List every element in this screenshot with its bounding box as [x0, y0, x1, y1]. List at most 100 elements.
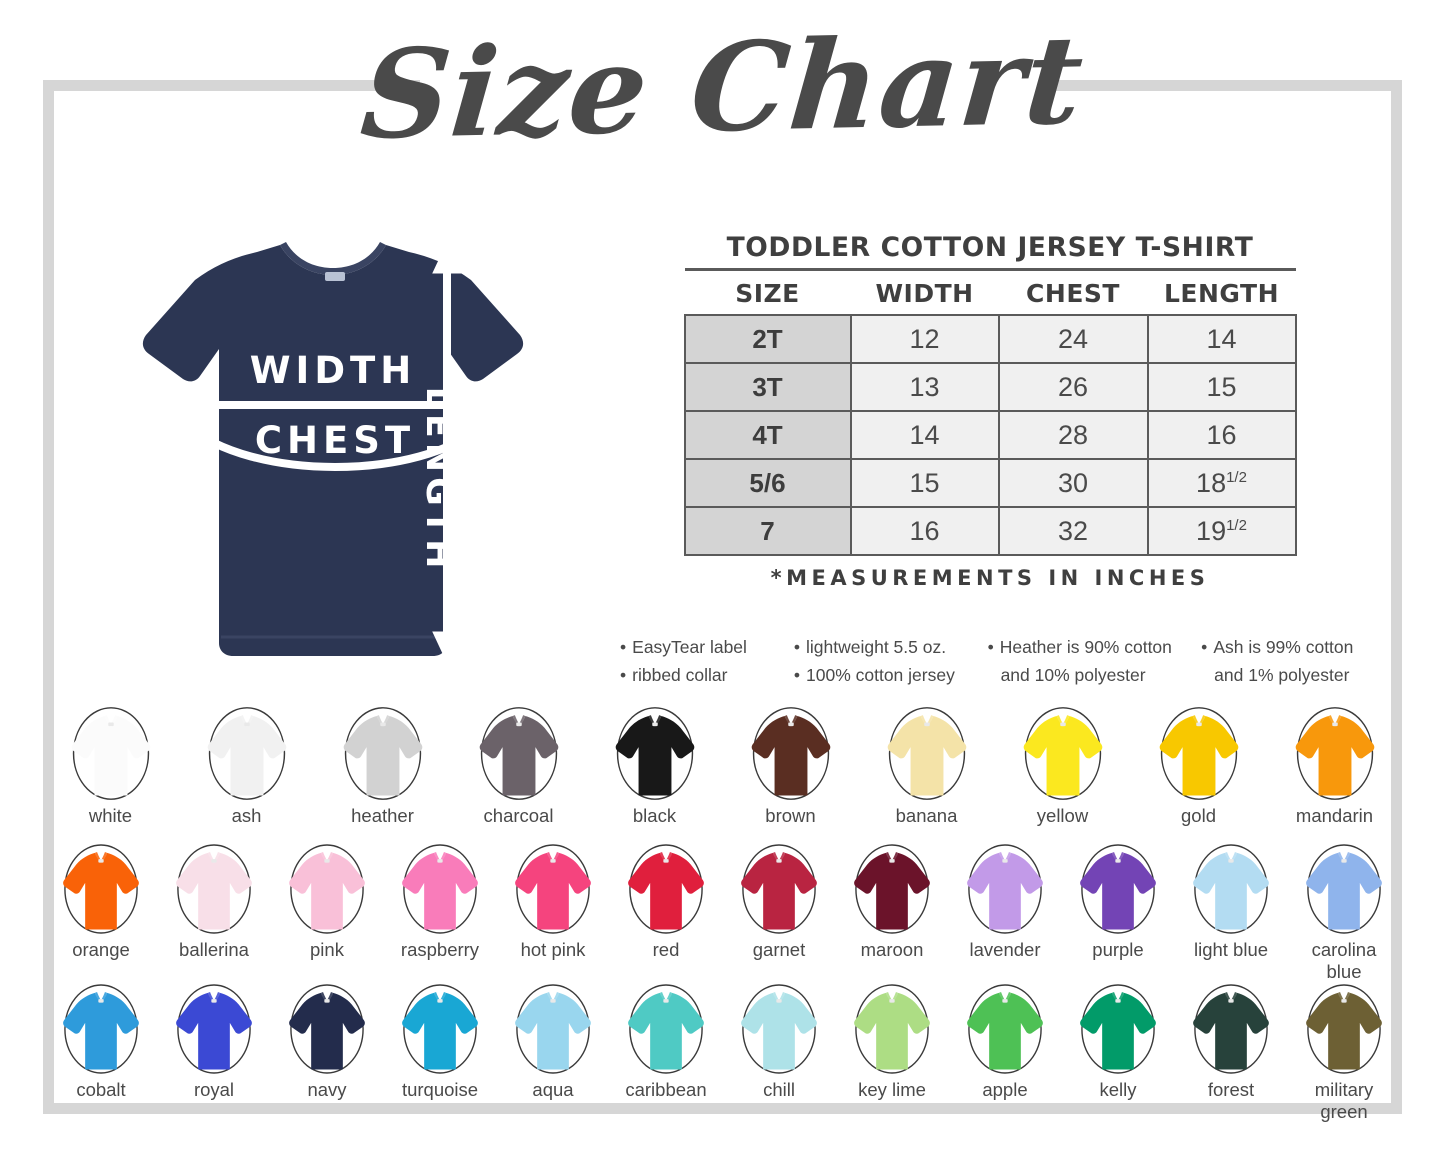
tshirt-icon: [57, 983, 145, 1075]
color-swatch[interactable]: cobalt: [45, 983, 158, 1123]
col-header-length: LENGTH: [1164, 279, 1279, 308]
color-swatch-label: white: [88, 805, 133, 826]
tshirt-icon: [881, 706, 973, 801]
color-swatch[interactable]: turquoise: [384, 983, 497, 1123]
tshirt-icon: [848, 983, 936, 1075]
tshirt-icon: [509, 843, 597, 935]
color-swatch-label: mandarin: [1295, 805, 1374, 826]
color-swatch[interactable]: ballerina: [158, 843, 271, 983]
color-swatch[interactable]: kelly: [1062, 983, 1175, 1123]
color-swatch[interactable]: light blue: [1175, 843, 1288, 983]
color-swatch[interactable]: banana: [859, 706, 995, 827]
color-swatch-label: raspberry: [400, 939, 480, 960]
color-swatch[interactable]: gold: [1131, 706, 1267, 827]
feature-item: • lightweight 5.5 oz.: [794, 633, 988, 661]
cell-width: 12: [849, 314, 1000, 364]
tshirt-icon: [170, 983, 258, 1075]
color-swatch[interactable]: purple: [1062, 843, 1175, 983]
tshirt-icon: [735, 983, 823, 1075]
color-swatch-label: charcoal: [483, 805, 554, 826]
color-swatch[interactable]: royal: [158, 983, 271, 1123]
color-swatch-label: gold: [1181, 805, 1216, 826]
color-swatch[interactable]: black: [587, 706, 723, 827]
color-swatch[interactable]: chill: [723, 983, 836, 1123]
color-swatch-label: yellow: [1036, 805, 1089, 826]
color-swatch[interactable]: orange: [45, 843, 158, 983]
svg-text:CHEST: CHEST: [255, 419, 415, 462]
color-swatch[interactable]: key lime: [836, 983, 949, 1123]
feature-text: EasyTear label: [632, 637, 747, 657]
color-swatch[interactable]: navy: [271, 983, 384, 1123]
cell-length: 191/2: [1146, 506, 1297, 556]
color-swatch-label: light blue: [1193, 939, 1269, 960]
bullet-icon: •: [1201, 637, 1208, 657]
feature-row-1: • EasyTear label • lightweight 5.5 oz. • He…: [620, 633, 1380, 661]
color-swatch[interactable]: pink: [271, 843, 384, 983]
tshirt-icon: [1017, 706, 1109, 801]
length-value: 15: [1206, 371, 1237, 402]
cell-size: 2T: [683, 314, 852, 364]
color-swatch[interactable]: yellow: [995, 706, 1131, 827]
tshirt-icon: [283, 843, 371, 935]
cell-size: 5/6: [683, 458, 852, 508]
feature-item: • Ash is 99% cotton: [1201, 633, 1380, 661]
color-swatch[interactable]: lavender: [949, 843, 1062, 983]
bullet-icon: •: [620, 665, 627, 685]
color-swatch[interactable]: garnet: [723, 843, 836, 983]
tshirt-icon: [1153, 706, 1245, 801]
feature-text: Heather is 90% cotton: [999, 637, 1172, 657]
color-swatch-label: turquoise: [401, 1079, 479, 1100]
color-swatch[interactable]: maroon: [836, 843, 949, 983]
bullet-icon: •: [793, 637, 800, 657]
length-value: 14: [1206, 323, 1237, 354]
tshirt-icon: [735, 843, 823, 935]
color-swatch-label: banana: [895, 805, 958, 826]
feature-text: 100% cotton jersey: [806, 665, 955, 685]
color-swatch[interactable]: heather: [315, 706, 451, 827]
color-swatch-label: brown: [765, 805, 816, 826]
tshirt-icon: [170, 843, 258, 935]
color-swatch-label: maroon: [860, 939, 924, 960]
feature-text: ribbed collar: [632, 665, 728, 685]
svg-text:WIDTH: WIDTH: [250, 349, 417, 392]
size-table-heading: TODDLER COTTON JERSEY T-SHIRT: [684, 232, 1296, 271]
tshirt-icon: [1074, 843, 1162, 935]
tshirt-icon: [1187, 843, 1275, 935]
feature-list: • EasyTear label • lightweight 5.5 oz. • He…: [620, 633, 1380, 689]
tshirt-icon: [57, 843, 145, 935]
color-swatch[interactable]: aqua: [497, 983, 610, 1123]
color-swatch-label: apple: [982, 1079, 1028, 1100]
length-fraction: 1/2: [1226, 468, 1247, 486]
color-swatch-label: ash: [231, 805, 262, 826]
tshirt-icon: [961, 983, 1049, 1075]
color-swatch[interactable]: military green: [1288, 983, 1401, 1123]
tshirt-icon: [396, 983, 484, 1075]
color-swatch[interactable]: charcoal: [451, 706, 587, 827]
col-header-width: WIDTH: [875, 279, 974, 308]
feature-item: • EasyTear label: [620, 633, 794, 661]
tshirt-icon: [1300, 983, 1388, 1075]
color-swatch[interactable]: forest: [1175, 983, 1288, 1123]
color-swatch-label: purple: [1092, 939, 1144, 960]
color-swatch-label: kelly: [1099, 1079, 1137, 1100]
cell-size: 4T: [683, 410, 852, 460]
color-swatch[interactable]: mandarin: [1267, 706, 1403, 827]
color-swatch-row-3: cobalt royal navy: [0, 983, 1445, 1123]
color-swatch-label: carolina blue: [1311, 939, 1377, 982]
tshirt-icon: [283, 983, 371, 1075]
col-header-size: SIZE: [735, 279, 800, 308]
cell-width: 14: [849, 410, 1000, 460]
color-swatch[interactable]: caribbean: [610, 983, 723, 1123]
tshirt-icon: [745, 706, 837, 801]
color-swatch[interactable]: red: [610, 843, 723, 983]
cell-width: 16: [849, 506, 1000, 556]
color-swatch[interactable]: apple: [949, 983, 1062, 1123]
color-swatch[interactable]: hot pink: [497, 843, 610, 983]
color-swatch[interactable]: raspberry: [384, 843, 497, 983]
color-swatch[interactable]: ash: [179, 706, 315, 827]
color-swatch[interactable]: white: [43, 706, 179, 827]
color-swatch-label: key lime: [858, 1079, 926, 1100]
cell-length: 16: [1146, 410, 1297, 460]
color-swatch[interactable]: brown: [723, 706, 859, 827]
color-swatch[interactable]: carolina blue: [1288, 843, 1401, 983]
